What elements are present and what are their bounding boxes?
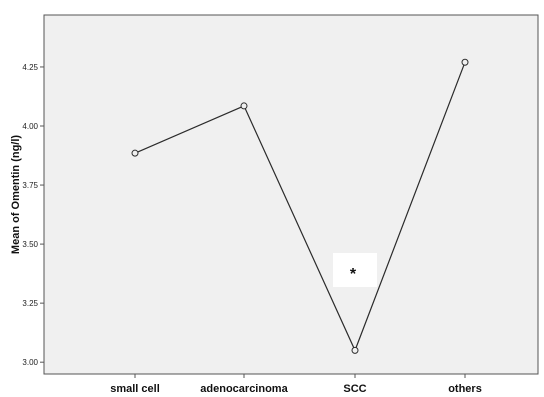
data-point	[351, 346, 359, 354]
data-point	[131, 149, 139, 157]
annotation-layer: *	[333, 253, 377, 287]
y-tick-label: 4.25	[22, 63, 38, 72]
significance-annotation: *	[350, 266, 357, 283]
x-tick-label: adenocarcinoma	[200, 383, 288, 395]
y-tick-label: 3.50	[22, 240, 38, 249]
x-tick-label: small cell	[110, 383, 160, 395]
y-tick-label: 3.00	[22, 358, 38, 367]
x-tick-label: SCC	[343, 383, 366, 395]
y-axis-label: Mean of Omentin (ng/l)	[10, 135, 22, 254]
y-tick-label: 3.25	[22, 299, 38, 308]
plot-area	[43, 14, 539, 375]
annotation-box	[333, 253, 377, 287]
y-tick-label: 4.00	[22, 122, 38, 131]
series-layer	[131, 58, 469, 354]
x-axis: small cell adenocarcinoma SCC others	[110, 374, 482, 395]
y-axis: 3.00 3.25 3.50 3.75 4.00 4.25	[22, 63, 44, 367]
series-line	[134, 61, 466, 352]
data-point	[461, 58, 469, 66]
data-point	[240, 102, 248, 110]
y-tick-label: 3.75	[22, 181, 38, 190]
x-tick-label: others	[448, 383, 482, 395]
